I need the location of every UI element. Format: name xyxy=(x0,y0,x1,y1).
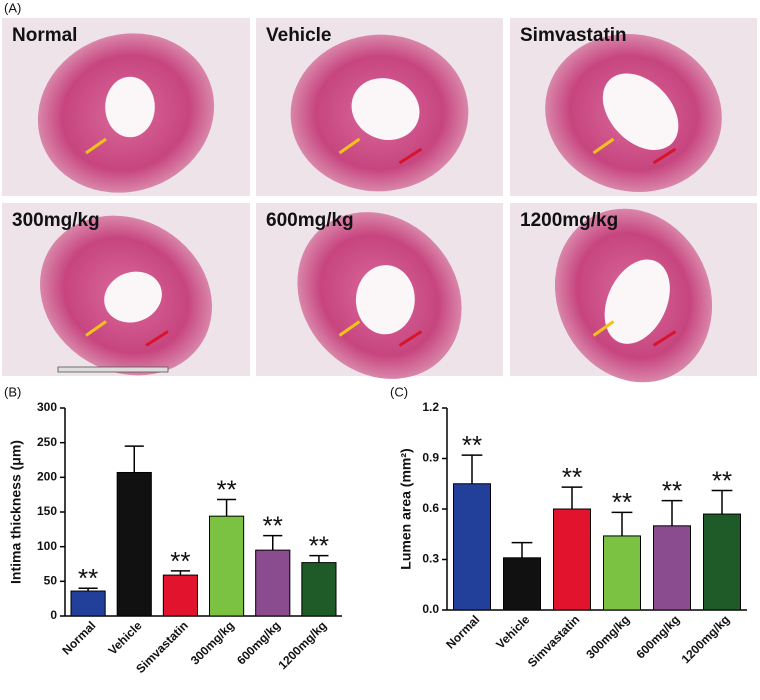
y-tick-label: 100 xyxy=(37,539,57,553)
x-tick-label: Vehicle xyxy=(105,618,144,657)
bar xyxy=(301,562,337,617)
arrow xyxy=(592,137,615,155)
x-tick-label: 1200mg/kg xyxy=(679,612,733,666)
significance: ** xyxy=(562,462,582,492)
lumen xyxy=(355,265,415,335)
significance: ** xyxy=(462,430,482,460)
arrow xyxy=(338,320,361,337)
significance: ** xyxy=(78,563,98,593)
bar xyxy=(116,471,152,617)
image-label: 300mg/kg xyxy=(12,210,100,231)
y-tick-label: 0 xyxy=(50,608,57,622)
significance: ** xyxy=(712,465,732,495)
arrow xyxy=(145,330,169,347)
lumen xyxy=(351,78,420,140)
y-tick-label: 0.9 xyxy=(422,451,439,465)
x-tick-label: 1200mg/kg xyxy=(276,618,330,672)
y-tick-label: 0.0 xyxy=(422,602,439,616)
histology-grid: Normal Vehicle Simvastatin 300mg/kg 600mg/kg… xyxy=(2,18,757,383)
image-label: Vehicle xyxy=(266,25,332,46)
y-axis-label: Intima thickness (μm) xyxy=(8,440,24,584)
significance: ** xyxy=(216,474,236,504)
bar xyxy=(603,535,641,611)
bar xyxy=(653,525,691,611)
y-axis-label: Lumen area (mm²) xyxy=(398,448,414,569)
significance: ** xyxy=(170,546,190,576)
image-label: Normal xyxy=(12,25,77,46)
y-tick-label: 0.3 xyxy=(422,552,439,566)
lumen xyxy=(105,76,155,138)
y-tick-label: 1.2 xyxy=(422,400,439,414)
bar xyxy=(503,557,541,611)
y-tick-label: 0.6 xyxy=(422,501,439,515)
bar xyxy=(70,590,106,617)
x-tick-label: 300mg/kg xyxy=(583,612,632,661)
arrow xyxy=(652,147,677,165)
x-tick-label: Normal xyxy=(59,618,98,657)
arrow xyxy=(85,137,107,155)
lumen xyxy=(604,259,670,344)
y-tick-label: 250 xyxy=(37,435,57,449)
arrow xyxy=(398,330,423,347)
image-label: 600mg/kg xyxy=(266,210,354,231)
bar xyxy=(255,549,291,617)
y-tick-label: 200 xyxy=(37,470,57,484)
lumen xyxy=(104,271,162,323)
lumen xyxy=(602,73,679,150)
x-tick-label: Simvastatin xyxy=(525,612,583,670)
x-tick-label: Vehicle xyxy=(493,612,532,651)
significance: ** xyxy=(263,510,283,540)
bar xyxy=(453,483,491,611)
y-tick-label: 50 xyxy=(44,574,58,588)
panel-label: (C) xyxy=(390,384,408,399)
x-tick-label: Normal xyxy=(443,612,482,651)
bar xyxy=(209,515,245,617)
image-label: 1200mg/kg xyxy=(520,210,618,231)
bar xyxy=(553,508,591,611)
arrow xyxy=(85,320,107,337)
image-label: Simvastatin xyxy=(520,25,627,46)
significance: ** xyxy=(662,475,682,505)
y-tick-label: 150 xyxy=(37,504,57,518)
significance: ** xyxy=(612,487,632,517)
bar xyxy=(703,513,741,611)
arrow xyxy=(398,147,423,165)
arrow xyxy=(652,330,677,347)
arrow xyxy=(338,137,361,155)
panel-label: (B) xyxy=(4,384,21,399)
arrow xyxy=(592,320,615,337)
x-tick-label: 600mg/kg xyxy=(633,612,682,661)
scale-bar xyxy=(57,366,169,373)
significance: ** xyxy=(309,531,329,561)
y-tick-label: 300 xyxy=(37,400,57,414)
panel-label: (A) xyxy=(4,0,21,15)
x-tick-label: 300mg/kg xyxy=(188,618,237,667)
bar xyxy=(162,574,198,617)
x-tick-label: 600mg/kg xyxy=(234,618,283,667)
